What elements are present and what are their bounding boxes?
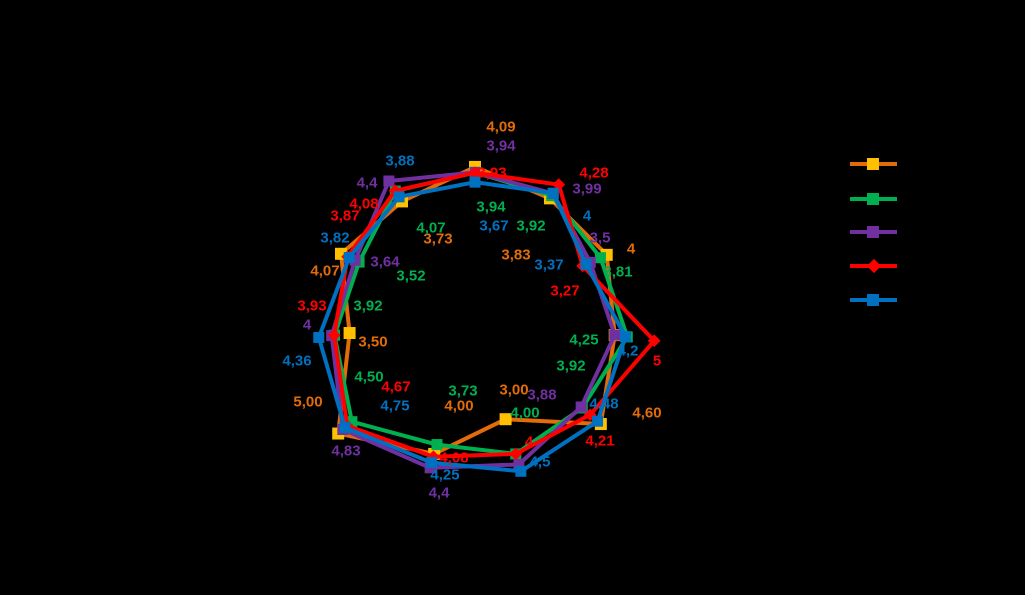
- series-1-orange-data-label: 3,50: [358, 334, 387, 351]
- series-2-green-data-label: 4,00: [510, 405, 539, 422]
- series-4-red-marker: [327, 328, 341, 342]
- series-5-blue-data-label: 4,48: [589, 396, 618, 413]
- series-1-orange-data-label: 4,60: [632, 405, 661, 422]
- legend-square-marker-icon: [867, 226, 879, 238]
- series-4-red-data-label: 4,21: [585, 433, 614, 450]
- series-4-red-data-label: 4,08: [349, 196, 378, 213]
- series-5-blue-line: [316, 180, 628, 474]
- series-3-purple-marker: [349, 254, 361, 266]
- series-5-blue-data-label: 4,5: [530, 454, 551, 471]
- series-5-blue-marker: [343, 252, 355, 264]
- series-1-orange-data-label: 5,00: [293, 394, 322, 411]
- series-3-purple-data-label: 3,99: [572, 181, 601, 198]
- series-1-orange-data-label: 4: [627, 241, 636, 258]
- series-5-blue-data-label: 3,67: [479, 218, 508, 235]
- series-2-green-data-label: 3,73: [448, 383, 477, 400]
- series-2-green-data-label: 4,25: [569, 332, 598, 349]
- legend-square-marker-icon: [867, 158, 879, 170]
- series-4-red-marker: [468, 166, 482, 180]
- series-2-green-data-label: 4,07: [416, 220, 445, 237]
- series-3-purple-data-label: 4,83: [331, 443, 360, 460]
- series-5-blue-data-label: 4,36: [282, 353, 311, 370]
- series-1-orange-data-label: 4,07: [310, 263, 339, 280]
- legend-item-3[interactable]: [850, 225, 897, 239]
- legend-item-2[interactable]: [850, 192, 897, 206]
- series-5-blue-marker: [313, 331, 325, 343]
- series-5-blue-marker: [426, 457, 438, 469]
- series-3-purple-data-label: 4: [303, 317, 312, 334]
- series-4-red-data-label: 3,93: [297, 298, 326, 315]
- series-4-red-data-label: 4: [525, 434, 534, 451]
- legend-diamond-marker-icon: [866, 258, 882, 274]
- series-2-green-data-label: 3,81: [603, 264, 632, 281]
- series-4-red-data-label: 4,67: [381, 379, 410, 396]
- series-5-blue-marker: [393, 191, 405, 203]
- series-1-orange-marker: [343, 327, 356, 340]
- series-4-red-data-label: 4,08: [439, 450, 468, 467]
- series-3-purple-marker: [575, 401, 587, 413]
- legend-square-marker-icon: [867, 193, 879, 205]
- series-4-red-data-label: 3,87: [330, 208, 359, 225]
- series-2-green-marker: [431, 439, 443, 451]
- series-4-red-data-label: 5: [653, 353, 661, 370]
- series-5-blue-marker: [619, 331, 631, 343]
- series-3-purple-data-label: 3,88: [527, 387, 556, 404]
- series-5-blue-marker: [515, 465, 527, 477]
- legend-item-5[interactable]: [850, 293, 897, 307]
- legend-square-marker-icon: [867, 294, 879, 306]
- series-2-green-data-label: 3,52: [396, 268, 425, 285]
- series-3-purple-data-label: 4,4: [429, 485, 451, 502]
- series-1-orange-data-label: 4,09: [486, 119, 515, 136]
- series-5-blue-data-label: 4,75: [380, 398, 409, 415]
- series-5-blue-marker: [592, 415, 604, 427]
- series-1-orange-marker: [499, 413, 512, 426]
- series-3-purple-data-label: 4,4: [357, 175, 379, 192]
- series-2-green-marker: [346, 416, 358, 428]
- series-5-blue-marker: [580, 258, 592, 270]
- series-2-green-data-label: 3,92: [353, 298, 382, 315]
- series-5-blue-data-label: 4,2: [618, 343, 639, 360]
- series-5-blue-marker: [469, 176, 481, 188]
- series-1-orange-data-label: 3,00: [499, 382, 528, 399]
- series-2-green-data-label: 3,94: [476, 199, 506, 216]
- series-1-orange-marker: [334, 247, 347, 260]
- series-5-blue-data-label: 4: [583, 208, 592, 225]
- series-3-purple-data-label: 3,94: [486, 138, 516, 155]
- series-1-orange-line: [336, 164, 617, 456]
- series-3-purple-data-label: 3,64: [370, 254, 400, 271]
- series-4-red-data-label: 4,28: [579, 165, 608, 182]
- series-5-blue-marker: [339, 422, 351, 434]
- series-3-purple-marker: [513, 458, 525, 470]
- series-3-purple-marker: [609, 329, 621, 341]
- series-1-orange-data-label: 3,83: [501, 247, 530, 264]
- series-2-green-data-label: 3,92: [556, 358, 585, 375]
- series-5-blue-data-label: 3,88: [385, 153, 414, 170]
- series-2-green-data-label: 3,92: [516, 218, 545, 235]
- series-2-green-marker: [594, 252, 606, 264]
- series-5-blue-marker: [547, 187, 559, 199]
- series-5-blue-data-label: 3,82: [320, 230, 349, 247]
- legend-item-4[interactable]: [850, 258, 897, 274]
- series-1-orange-data-label: 4,00: [444, 398, 473, 415]
- series-3-purple-data-label: 3,5: [590, 230, 611, 247]
- series-5-blue-data-label: 3,37: [534, 257, 563, 274]
- series-2-green-data-label: 4,50: [354, 369, 383, 386]
- series-5-blue-data-label: 4,25: [430, 467, 459, 484]
- legend-item-1[interactable]: [850, 157, 897, 171]
- series-2-green-line: [332, 170, 630, 456]
- series-4-red-data-label: 3,93: [477, 165, 506, 182]
- series-1-orange-data-label: 3,73: [423, 231, 452, 248]
- series-3-purple-marker: [383, 175, 395, 187]
- series-4-red-data-label: 3,27: [550, 283, 579, 300]
